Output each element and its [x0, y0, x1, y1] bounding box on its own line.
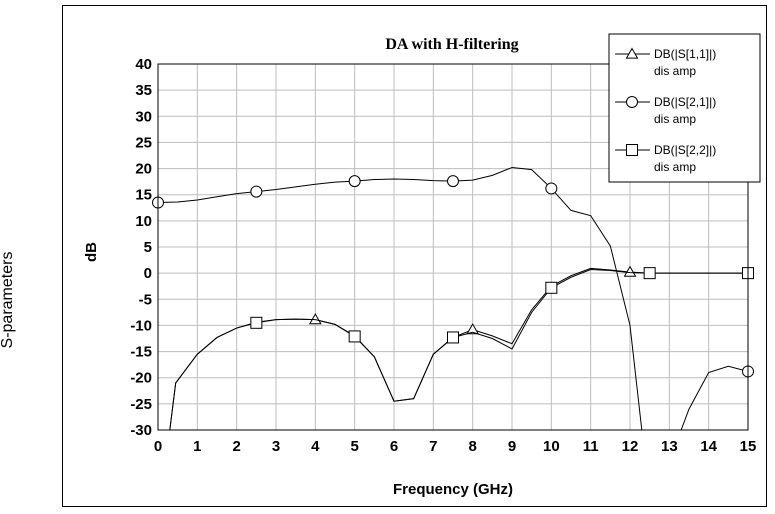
- x-tick-label: 3: [272, 438, 280, 455]
- tick-labels: 0 1 2 3 4 5 6 7 8 9 10 11 12 13 14 154035302520151050-5…: [130, 56, 756, 455]
- y-tick-label: 40: [135, 56, 152, 73]
- legend-entry-sub: dis amp: [654, 160, 696, 174]
- triangle-marker: [308, 313, 322, 325]
- series-line: [158, 167, 748, 430]
- y-tick-label: 30: [135, 108, 152, 125]
- legend-entry-name: DB(|S[1,1]|): [654, 47, 716, 61]
- y-tick-label: 15: [135, 187, 152, 204]
- y-tick-label: 25: [135, 134, 152, 151]
- x-tick-label: 14: [700, 438, 717, 455]
- circle-marker: [545, 182, 558, 195]
- series-2: [152, 167, 754, 430]
- square-marker: [643, 267, 656, 280]
- x-tick-label: 0: [154, 438, 162, 455]
- legend-entry-sub: dis amp: [654, 64, 696, 78]
- x-tick-label: 4: [311, 438, 320, 455]
- square-marker: [447, 331, 459, 344]
- legend-box: [608, 33, 761, 183]
- x-tick-label: 9: [508, 438, 516, 455]
- y-tick-label: -30: [130, 422, 152, 439]
- circle-marker: [250, 185, 263, 198]
- x-tick-label: 5: [350, 438, 358, 455]
- y-tick-label: -10: [130, 317, 152, 334]
- series-1: [169, 265, 748, 430]
- legend-entry-name: DB(|S[2,2]|): [654, 143, 716, 157]
- series-line: [169, 267, 748, 430]
- y-tick-label: -25: [130, 396, 152, 413]
- square-marker: [626, 144, 638, 156]
- legend-entry-sub: dis amp: [654, 112, 696, 126]
- x-tick-label: 7: [429, 438, 437, 455]
- y-tick-label: 20: [135, 161, 152, 178]
- y-tick-label: 10: [135, 213, 152, 230]
- x-tick-label: 10: [543, 438, 560, 455]
- y-tick-label: -5: [139, 291, 152, 308]
- triangle-marker: [623, 265, 637, 277]
- chart-title: DA with H-filtering: [385, 36, 518, 53]
- y-tick-label: 5: [144, 239, 152, 256]
- legend: DB(|S[1,1]|) dis amp DB(|S[2,1]|) dis amp DB…: [608, 33, 761, 183]
- x-tick-label: 12: [622, 438, 639, 455]
- square-marker: [250, 316, 263, 329]
- plot-area: [157, 63, 749, 431]
- square-marker: [545, 281, 558, 294]
- legend-entry-name: DB(|S[2,1]|): [654, 95, 716, 109]
- x-axis-label: Frequency (GHz): [393, 481, 513, 498]
- x-tick-label: 13: [661, 438, 678, 455]
- x-tick-label: 15: [740, 438, 757, 455]
- y-tick-label: 35: [135, 82, 152, 99]
- x-tick-label: 6: [390, 438, 398, 455]
- x-tick-label: 1: [193, 438, 201, 455]
- x-tick-label: 8: [468, 438, 476, 455]
- square-marker: [348, 330, 361, 343]
- circle-marker: [626, 96, 638, 108]
- triangle-marker: [466, 323, 480, 335]
- y-tick-label: -15: [130, 344, 152, 361]
- series-line: [169, 268, 748, 430]
- circle-marker: [447, 175, 459, 188]
- series-3: [169, 267, 754, 430]
- circle-marker: [348, 175, 361, 188]
- triangle-marker: [625, 47, 639, 59]
- x-tick-label: 11: [583, 438, 599, 455]
- y-axis-label: dB: [83, 242, 100, 262]
- x-tick-label: 2: [232, 438, 240, 455]
- plot-series: [152, 167, 754, 430]
- y-tick-label: 0: [144, 265, 152, 282]
- y-tick-label: -20: [130, 370, 152, 387]
